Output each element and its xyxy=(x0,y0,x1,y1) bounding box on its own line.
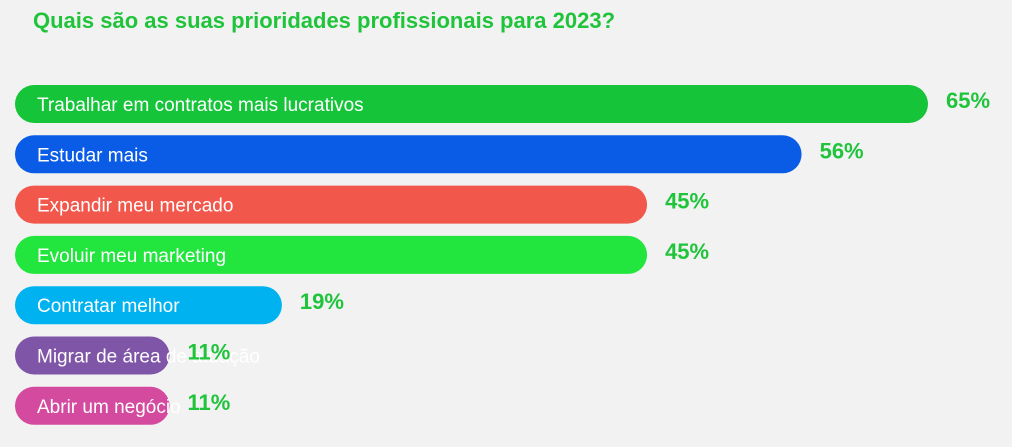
value-label-2: 56% xyxy=(820,138,864,163)
value-label-5: 19% xyxy=(300,289,344,314)
category-label-7: Abrir um negócio xyxy=(37,397,181,418)
category-label-5: Contratar melhor xyxy=(37,296,180,317)
value-label-4: 45% xyxy=(665,239,709,264)
bar-1 xyxy=(15,85,928,123)
bar-2 xyxy=(15,135,802,174)
bar-4 xyxy=(15,235,648,274)
bar-7 xyxy=(15,386,170,425)
value-label-6: 11% xyxy=(188,340,231,365)
category-label-1: Trabalhar em contratos mais lucrativos xyxy=(37,95,364,116)
category-label-6: Migrar de área de atuação xyxy=(37,347,260,368)
bar-3 xyxy=(15,185,648,224)
category-label-4: Evoluir meu marketing xyxy=(37,246,226,267)
bar-6 xyxy=(15,336,170,375)
value-label-1: 65% xyxy=(946,88,990,113)
value-label-3: 45% xyxy=(665,189,709,214)
chart-title: Quais são as suas prioridades profission… xyxy=(33,8,616,33)
value-label-7: 11% xyxy=(188,390,231,415)
bar-5 xyxy=(15,286,282,325)
category-label-2: Estudar mais xyxy=(37,145,148,166)
category-label-3: Expandir meu mercado xyxy=(37,196,233,217)
